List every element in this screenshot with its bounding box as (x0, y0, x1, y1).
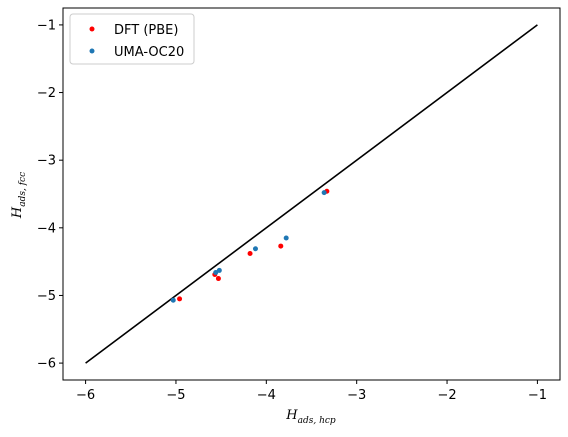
x-tick-label: −6 (76, 388, 95, 403)
y-tick-label: −5 (37, 289, 56, 304)
y-tick-label: −6 (37, 357, 56, 372)
legend-label-uma: UMA-OC20 (114, 45, 184, 60)
data-point-dft (216, 276, 221, 281)
data-points-layer (171, 189, 330, 303)
x-tick-label: −1 (528, 388, 547, 403)
y-axis-label-base: H (10, 206, 25, 219)
y-tick-label: −1 (37, 18, 56, 33)
data-point-uma (322, 190, 327, 195)
y-axis-ticks: −6 −5 −4 −3 −2 −1 (37, 18, 63, 371)
y-tick-label: −2 (37, 86, 56, 101)
x-tick-label: −5 (166, 388, 185, 403)
x-axis-label-subscript: ads, hcp (298, 416, 336, 426)
data-point-uma (171, 298, 176, 303)
data-point-dft (177, 296, 182, 301)
legend-marker-dft (90, 27, 95, 32)
y-tick-label: −4 (37, 221, 56, 236)
data-point-uma (253, 246, 258, 251)
data-point-uma (284, 235, 289, 240)
x-tick-label: −4 (257, 388, 276, 403)
data-point-dft (278, 244, 283, 249)
y-axis-label: Hads, fcc (10, 172, 28, 219)
reference-line (86, 25, 538, 363)
legend: DFT (PBE) UMA-OC20 (70, 14, 194, 64)
legend-label-dft: DFT (PBE) (114, 23, 178, 38)
x-axis-label-base: H (285, 408, 298, 423)
data-point-uma (217, 268, 222, 273)
x-axis-ticks: −6 −5 −4 −3 −2 −1 (76, 380, 547, 403)
x-tick-label: −3 (347, 388, 366, 403)
y-axis-label-subscript: ads, fcc (18, 172, 28, 207)
reference-line-layer (86, 25, 538, 363)
data-point-dft (248, 251, 253, 256)
y-tick-label: −3 (37, 154, 56, 169)
legend-marker-uma (90, 49, 95, 54)
x-axis-label: Hads, hcp (285, 408, 336, 426)
x-tick-label: −2 (437, 388, 456, 403)
